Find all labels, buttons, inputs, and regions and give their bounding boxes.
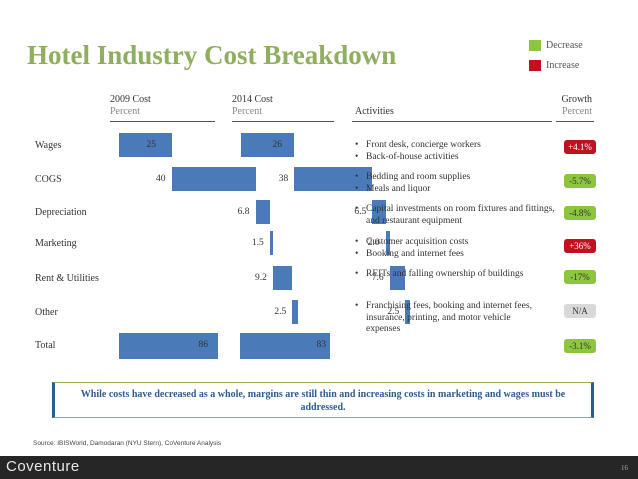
legend-decrease-label: Decrease: [546, 40, 583, 51]
activity-item: Bedding and room supplies: [355, 172, 555, 184]
activity-item: REITs and falling ownership of buildings: [355, 269, 555, 281]
growth-badge: N/A: [564, 304, 596, 318]
value-2014: 83: [316, 340, 327, 350]
header-2009-rule: [110, 121, 215, 122]
value-2009: 40: [156, 174, 166, 184]
source-note: Source: IBISWorld, Damodaran (NYU Stern)…: [33, 440, 222, 447]
value-2009: 86: [198, 340, 209, 350]
callout-box: While costs have decreased as a whole, m…: [52, 382, 594, 418]
header-2014-title: 2014 Cost: [232, 94, 273, 105]
coventure-logo: Coventure: [6, 458, 80, 475]
activity-item: Franchising fees, booking and internet f…: [355, 301, 545, 336]
row-label: Other: [35, 307, 58, 318]
bar-2009: [171, 167, 256, 191]
legend-increase: Increase: [529, 60, 579, 71]
activity-list: REITs and falling ownership of buildings: [355, 269, 555, 281]
bar-2009: [119, 133, 172, 157]
bar-2009: [269, 231, 273, 255]
legend-decrease: Decrease: [529, 40, 583, 51]
header-growth-title: Growth: [561, 94, 592, 105]
growth-badge: +4.1%: [564, 140, 596, 154]
row-label: Wages: [35, 140, 62, 151]
activity-list: Customer acquisition costsBooking and in…: [355, 237, 555, 260]
activity-item: Customer acquisition costs: [355, 237, 555, 249]
activity-list: Bedding and room suppliesMeals and liquo…: [355, 172, 555, 195]
header-2014-sub: Percent: [232, 106, 262, 117]
page-number: 16: [621, 464, 628, 472]
header-growth: Growth Percent: [556, 94, 592, 118]
growth-badge: -4.8%: [564, 206, 596, 220]
value-2009: 2.5: [274, 307, 287, 317]
activity-item: Booking and internet fees: [355, 249, 555, 261]
header-2009-title: 2009 Cost: [110, 94, 151, 105]
activity-item: Back-of-house activities: [355, 152, 555, 164]
footer-bar: Coventure 16: [0, 456, 638, 479]
activity-list: Franchising fees, booking and internet f…: [355, 301, 545, 336]
value-2014: 26: [272, 140, 283, 150]
row-label: Rent & Utilities: [35, 273, 99, 284]
header-growth-sub: Percent: [562, 106, 592, 117]
value-2009: 25: [146, 140, 157, 150]
row-label: COGS: [35, 174, 62, 185]
header-2009-sub: Percent: [110, 106, 140, 117]
activity-list: Capital investments on room fixtures and…: [355, 204, 555, 227]
legend-increase-label: Increase: [546, 60, 580, 71]
header-2014: 2014 Cost Percent: [232, 94, 273, 118]
bar-2009: [272, 266, 293, 290]
bar-2009: [292, 300, 298, 324]
growth-badge: -5.7%: [564, 174, 596, 188]
growth-badge: -3.1%: [564, 339, 596, 353]
value-2009: 9.2: [255, 273, 267, 283]
decrease-swatch: [529, 40, 541, 51]
header-activities-rule: [352, 121, 552, 122]
value-2009: 1.5: [251, 238, 264, 248]
activity-list: Front desk, concierge workersBack-of-hou…: [355, 140, 555, 163]
bar-2009: [255, 200, 270, 224]
value-2009: 6.8: [237, 207, 250, 217]
activity-item: Front desk, concierge workers: [355, 140, 555, 152]
growth-badge: -17%: [564, 270, 596, 284]
growth-badge: +36%: [564, 239, 596, 253]
activity-item: Capital investments on room fixtures and…: [355, 204, 555, 227]
header-2009: 2009 Cost Percent: [110, 94, 151, 118]
header-activities: Activities: [355, 106, 394, 117]
bar-2009: [119, 333, 218, 359]
row-label: Marketing: [35, 238, 77, 249]
increase-swatch: [529, 60, 541, 71]
row-label: Depreciation: [35, 207, 87, 218]
bar-2014: [240, 333, 330, 359]
header-2014-rule: [232, 121, 334, 122]
bar-2014: [241, 133, 295, 157]
row-label: Total: [35, 340, 56, 351]
value-2014: 38: [278, 174, 289, 184]
page-title: Hotel Industry Cost Breakdown: [27, 40, 397, 70]
header-growth-rule: [556, 121, 594, 122]
activity-item: Meals and liquor: [355, 184, 555, 196]
